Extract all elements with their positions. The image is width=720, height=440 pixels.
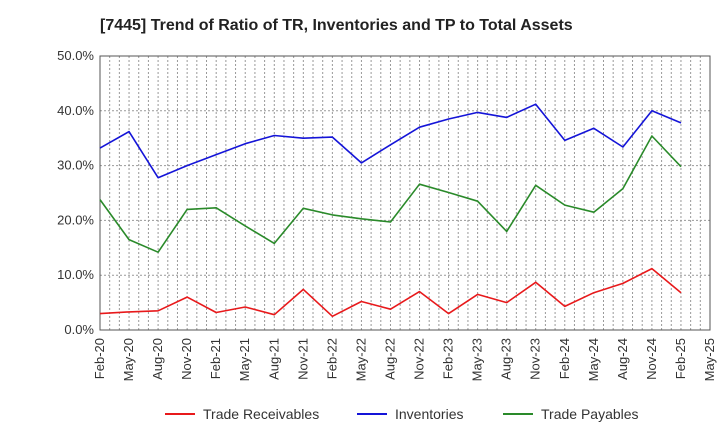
x-tick-label: Nov-21 xyxy=(295,338,310,380)
series-line-1 xyxy=(99,103,682,179)
plot-background xyxy=(100,56,710,330)
legend-label-0: Trade Receivables xyxy=(203,406,319,422)
x-tick-label: Feb-25 xyxy=(673,338,688,379)
x-tick-label: Feb-20 xyxy=(92,338,107,379)
x-tick-label: Feb-22 xyxy=(324,338,339,379)
x-tick-label: Nov-22 xyxy=(412,338,427,380)
x-tick-label: Feb-23 xyxy=(441,338,456,379)
plot-area: 0.0% 10.0% 20.0% 30.0% 40.0% 50.0% Feb-20 May-2… xyxy=(57,48,717,381)
y-tick-label: 0.0% xyxy=(64,322,94,337)
x-tick-label: Nov-23 xyxy=(528,338,543,380)
y-tick-label: 10.0% xyxy=(57,267,94,282)
legend-label-2: Trade Payables xyxy=(541,406,639,422)
x-tick-label: Nov-20 xyxy=(179,338,194,380)
x-tick-label: May-20 xyxy=(121,338,136,381)
x-tick-label: Aug-24 xyxy=(615,338,630,380)
x-tick-label: Feb-21 xyxy=(208,338,223,379)
x-tick-label: Aug-21 xyxy=(266,338,281,380)
legend-label-1: Inventories xyxy=(395,406,463,422)
x-tick-label: May-23 xyxy=(470,338,485,381)
x-tick-label: Aug-20 xyxy=(150,338,165,380)
x-tick-label: Feb-24 xyxy=(557,338,572,379)
y-tick-label: 30.0% xyxy=(57,158,94,173)
series-line-2 xyxy=(99,135,682,253)
x-tick-label: Nov-24 xyxy=(644,338,659,380)
series-line-0 xyxy=(99,267,682,318)
chart-title: [7445] Trend of Ratio of TR, Inventories… xyxy=(100,17,573,34)
y-tick-label: 20.0% xyxy=(57,212,94,227)
y-tick-label: 40.0% xyxy=(57,103,94,118)
x-tick-label: May-25 xyxy=(702,338,717,381)
y-tick-label: 50.0% xyxy=(57,48,94,63)
x-tick-label: May-21 xyxy=(237,338,252,381)
legend: Trade Receivables Inventories Trade Payabl… xyxy=(165,406,639,422)
x-tick-label: Aug-22 xyxy=(382,338,397,380)
x-tick-label: May-22 xyxy=(353,338,368,381)
plot-frame xyxy=(99,55,711,331)
x-tick-label: Aug-23 xyxy=(499,338,514,380)
x-tick-label: May-24 xyxy=(586,338,601,381)
